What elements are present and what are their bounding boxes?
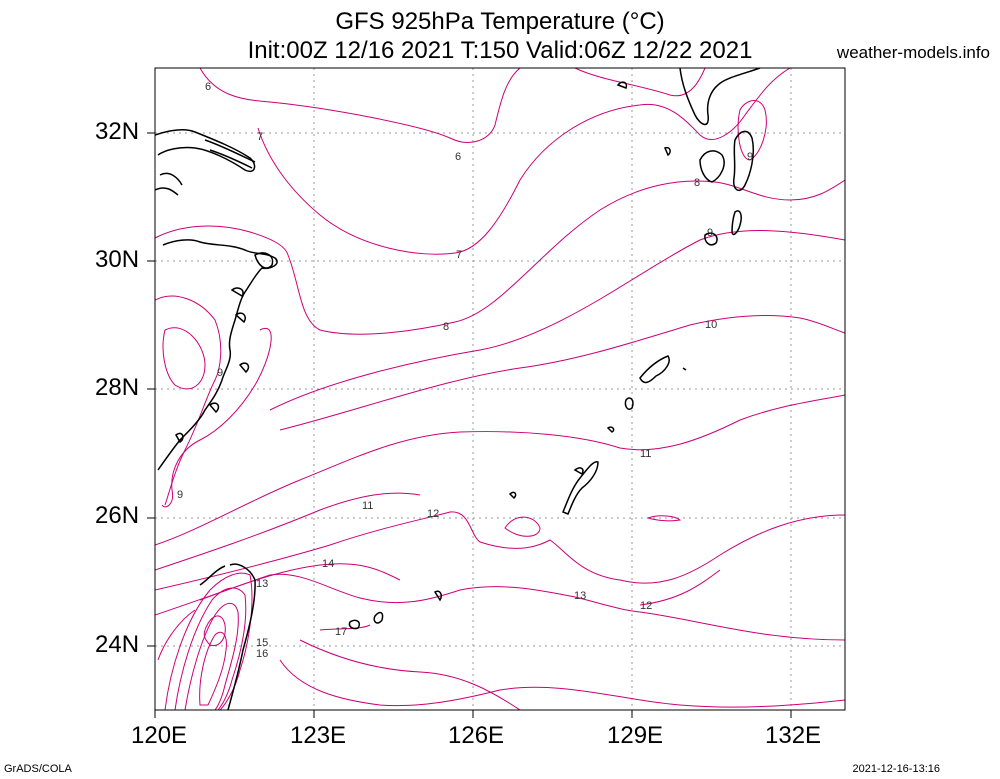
lat-label-24n: 24N — [95, 631, 140, 658]
contour-labels: 6 7 6 8 7 8 9 9 10 9 11 9 11 12 12 13 14… — [177, 81, 753, 660]
contour-label-6: 6 — [205, 81, 211, 93]
lon-label-123e: 123E — [290, 722, 347, 749]
contour-label-17: 17 — [335, 626, 347, 638]
contour-line-11-west — [155, 492, 421, 571]
map-frame — [154, 67, 846, 711]
contour-line-8-west — [155, 225, 289, 256]
coast-zhoushan — [254, 252, 274, 269]
coast-kyushu-south — [699, 150, 725, 183]
coast-yakushima — [704, 232, 718, 246]
coast-kume — [508, 491, 517, 500]
contour-label-14: 14 — [322, 558, 334, 570]
coast-miyako — [433, 590, 442, 602]
coast-yangtze-estuary — [204, 139, 256, 169]
coast-islands-east-china — [230, 287, 250, 374]
lon-label-120e: 120E — [131, 722, 188, 749]
footer-software: GrADS/COLA — [4, 763, 72, 775]
coast-china-central — [155, 172, 183, 196]
map-subtitle: Init:00Z 12/16 2021 T:150 Valid:06Z 12/2… — [247, 37, 753, 64]
contour-label-12: 12 — [640, 600, 652, 612]
contour-label-6: 6 — [455, 151, 461, 163]
contour-label-7: 7 — [257, 131, 263, 143]
coast-kyushu — [679, 68, 761, 126]
footer-timestamp: 2021-12-16-13:16 — [852, 763, 940, 775]
contour-line-south-2 — [299, 639, 521, 710]
coast-ishigaki — [348, 611, 384, 630]
lat-label-32n: 32N — [95, 118, 140, 145]
coast-kyushu-nw — [616, 81, 671, 157]
contour-line-11 — [155, 394, 845, 546]
lon-label-126e: 126E — [448, 722, 505, 749]
contour-line-13 — [155, 573, 845, 641]
lon-label-132e: 132E — [765, 722, 822, 749]
map-title: GFS 925hPa Temperature (°C) — [335, 8, 665, 35]
coastlines — [155, 68, 761, 710]
contour-label-13: 13 — [574, 590, 586, 602]
contour-line-7 — [257, 68, 791, 255]
temperature-contours — [155, 68, 845, 710]
contour-line-12-tiny — [646, 515, 682, 522]
contour-line-9-ne — [737, 100, 767, 161]
contour-line-17 — [319, 624, 371, 631]
lon-label-129e: 129E — [607, 722, 664, 749]
lat-label-26n: 26N — [95, 502, 140, 529]
contour-label-11: 11 — [640, 448, 651, 460]
contour-line-8 — [287, 179, 845, 335]
coast-tokunoshima — [624, 397, 634, 411]
contour-label-11: 11 — [362, 500, 373, 512]
coast-zhejiang — [157, 239, 278, 471]
lat-label-30n: 30N — [95, 246, 140, 273]
coast-okinoerabu — [606, 426, 615, 433]
contour-line-9 — [161, 327, 272, 508]
contour-label-15: 15 — [256, 637, 268, 649]
contour-label-7: 7 — [456, 249, 462, 261]
coast-tanegashima — [731, 210, 742, 236]
contour-line-9-east — [269, 230, 845, 411]
contour-line-9-west — [155, 295, 222, 506]
coast-china-north — [155, 129, 256, 172]
contour-line-10 — [279, 315, 845, 431]
coast-amami — [639, 355, 670, 384]
contour-label-12: 12 — [427, 508, 439, 520]
site-label: weather-models.info — [836, 43, 990, 62]
contour-line-12-east — [639, 569, 721, 606]
coast-taiwan — [199, 563, 256, 710]
contour-line-6-ne — [574, 68, 706, 97]
coast-pacific-dot — [682, 367, 687, 371]
contour-label-9: 9 — [217, 367, 223, 379]
contour-line-9-loop — [162, 327, 206, 390]
axis-ticks — [147, 132, 792, 718]
contour-label-9: 9 — [707, 227, 713, 239]
contour-line-outer-south — [279, 659, 845, 708]
lat-label-28n: 28N — [95, 374, 140, 401]
contour-label-10: 10 — [705, 319, 717, 331]
gridlines — [155, 68, 845, 710]
coast-fujian-island — [175, 402, 220, 444]
contour-line-14 — [199, 563, 401, 601]
coast-okinawa — [562, 460, 599, 515]
contour-label-8: 8 — [694, 177, 700, 189]
taiwan-contours — [157, 572, 253, 710]
contour-line-12-loop — [504, 516, 541, 537]
contour-label-9: 9 — [747, 151, 753, 163]
contour-label-8: 8 — [443, 321, 449, 333]
coast-osumi — [732, 130, 755, 192]
contour-label-16: 16 — [256, 648, 268, 660]
contour-label-9: 9 — [177, 489, 183, 501]
contour-line-6 — [199, 68, 521, 143]
contour-line-12 — [155, 511, 845, 591]
contour-label-13: 13 — [256, 578, 268, 590]
